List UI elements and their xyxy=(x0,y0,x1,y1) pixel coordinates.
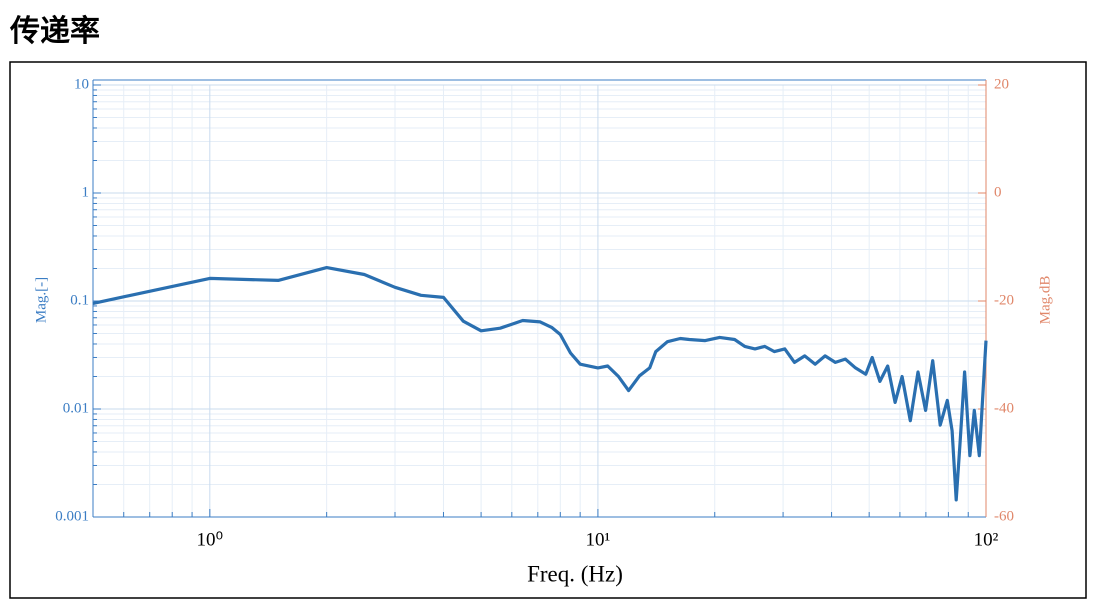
y-tick-label: 10 xyxy=(74,76,89,92)
x-tick-label: 10⁰ xyxy=(197,529,224,550)
x-tick-label: 10¹ xyxy=(586,529,611,550)
y-tick-label: 0.001 xyxy=(55,508,89,524)
y2-tick-label: 0 xyxy=(994,184,1002,200)
x-tick-label: 10² xyxy=(974,529,999,550)
chart-frame xyxy=(9,61,1087,599)
x-axis-label: Freq. (Hz) xyxy=(527,561,623,586)
y2-tick-label: -40 xyxy=(994,400,1014,416)
y-tick-label: 1 xyxy=(82,184,90,200)
y-tick-label: 0.1 xyxy=(70,292,89,308)
y2-tick-label: 20 xyxy=(994,76,1009,92)
page-title: 传递率 xyxy=(10,14,100,49)
y2-tick-label: -20 xyxy=(994,292,1014,308)
y-axis-label: Mag.[-] xyxy=(33,277,49,323)
y2-tick-label: -60 xyxy=(994,508,1014,524)
y2-axis-label: Mag.dB xyxy=(1037,276,1053,325)
data-line xyxy=(92,266,988,502)
y-tick-label: 0.01 xyxy=(63,400,89,416)
